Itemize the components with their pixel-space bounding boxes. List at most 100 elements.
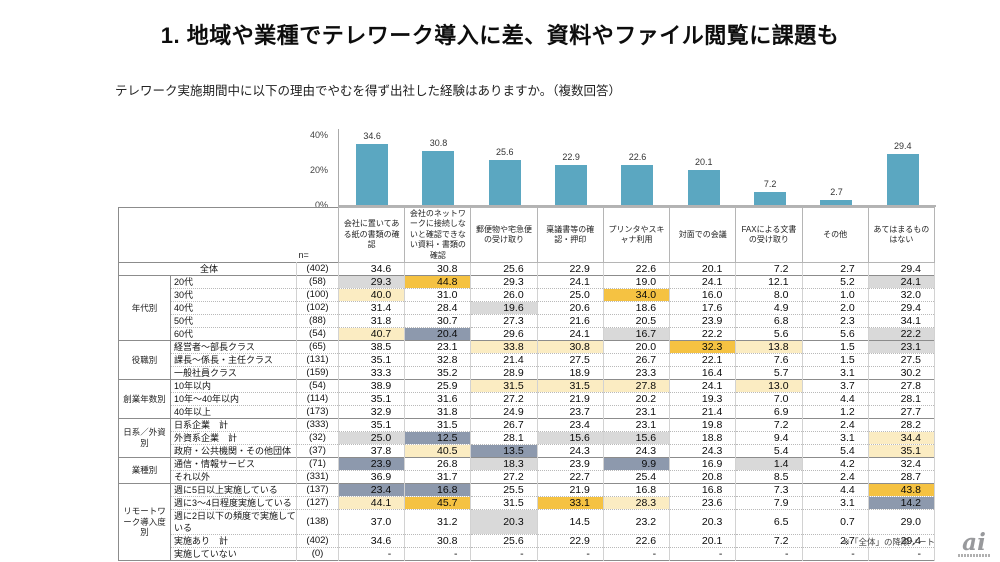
bar-value-label: 34.6 [363, 131, 381, 142]
data-cell: 20.8 [669, 469, 737, 484]
bar [488, 160, 521, 205]
data-cell: 24.3 [536, 443, 604, 458]
data-cell: - [602, 546, 671, 561]
data-cell: 35.1 [337, 417, 406, 432]
data-cell: - [337, 546, 406, 561]
table-row: リモートワーク導入度別 週に5日以上実施している (137) 23.4 16.8 25.5… [118, 482, 936, 561]
y-tick-label: 40% [309, 130, 328, 140]
data-cell: 16.9 [669, 456, 737, 471]
data-cell: 37.8 [337, 443, 406, 458]
bar [356, 144, 389, 205]
bar-value-label: 22.6 [628, 152, 647, 163]
data-cell: 23.9 [337, 456, 406, 471]
data-cell: 22.2 [669, 326, 737, 341]
bar-slot: 2.7 [803, 129, 869, 205]
table-row: 10年〜40年以内 (114) 35.1 31.6 27.2 21.9 20.2 19.3 7.… [119, 391, 936, 406]
table-row: 週に2日以下の頻度で実施している (138) 37.0 31.2 20.3 14.5 23.… [119, 508, 936, 535]
data-cell: 25.0 [536, 287, 604, 302]
data-cell: 23.1 [404, 339, 472, 354]
data-cell: 4.4 [801, 482, 869, 497]
data-cell: 38.5 [337, 339, 406, 354]
data-cell: 22.6 [602, 533, 671, 548]
table-row: 実施あり 計 (402) 34.6 30.8 25.6 22.9 22.6 20.1 7.2 2.… [119, 533, 936, 548]
data-cell: 35.1 [337, 352, 406, 367]
data-cell: 35.2 [404, 365, 472, 380]
row-label: 60代 [170, 326, 297, 341]
data-cell: 20.0 [602, 339, 671, 354]
data-cell: - [735, 546, 803, 561]
n-value: (100) [296, 287, 339, 302]
survey-question: テレワーク実施期間中に以下の理由でやむを得ず出社した経験はありますか。（複数回答… [115, 84, 622, 98]
group-label: 日系／外資別 [118, 417, 171, 458]
column-header: FAXによる文書の受け取り [735, 207, 803, 263]
row-label: 週に3〜4日程度実施している [170, 495, 297, 510]
data-cell: 25.0 [337, 430, 406, 445]
row-label: 週に2日以下の頻度で実施している [170, 508, 297, 535]
data-cell: 23.2 [602, 508, 671, 535]
n-value: (0) [296, 546, 339, 561]
data-cell: 19.3 [669, 391, 737, 406]
bar [555, 164, 588, 205]
n-value: (114) [296, 391, 339, 406]
n-value: (58) [296, 274, 339, 289]
data-cell: 23.1 [602, 417, 671, 432]
row-label: 30代 [170, 287, 297, 302]
n-value: (159) [296, 365, 339, 380]
table-row: 40代 (102) 31.4 28.4 19.6 20.6 18.6 17.6 4.9 2.0 29… [119, 300, 936, 315]
data-cell: 7.0 [735, 391, 803, 406]
data-cell: 16.0 [669, 287, 737, 302]
data-cell: 24.1 [536, 274, 604, 289]
data-cell: 13.5 [470, 443, 538, 458]
n-value: (88) [296, 313, 339, 328]
group-label: 年代別 [118, 274, 171, 341]
bar [820, 200, 853, 205]
table-row: それ以外 (331) 36.9 31.7 27.2 22.7 25.4 20.8 8.5 2.4 2… [119, 469, 936, 484]
n-value: (137) [296, 482, 339, 497]
data-cell: 28.2 [867, 417, 936, 432]
data-cell: 21.9 [536, 391, 604, 406]
n-value: (71) [296, 456, 339, 471]
data-cell: - [536, 546, 604, 561]
data-cell: 43.8 [867, 482, 936, 497]
data-cell: 25.6 [470, 533, 538, 548]
bar-value-label: 30.8 [429, 138, 448, 149]
data-cell: 1.5 [801, 352, 869, 367]
column-header: 会社のネットワークに接続しないと確認できない資料・書類の確認 [404, 207, 472, 263]
data-cell: 23.6 [669, 495, 737, 510]
data-cell: 20.6 [536, 300, 604, 315]
bar-slot: 22.6 [604, 129, 670, 205]
data-cell: 30.8 [404, 261, 472, 276]
data-cell: 20.1 [669, 533, 737, 548]
data-cell: 40.5 [404, 443, 472, 458]
bar-value-label: 7.2 [763, 179, 777, 190]
bar-slot: 30.8 [405, 129, 471, 205]
data-cell: 19.0 [602, 274, 671, 289]
data-cell: 40.0 [337, 287, 406, 302]
data-cell: 32.3 [669, 339, 737, 354]
data-cell: 24.3 [602, 443, 671, 458]
data-cell: 33.8 [470, 339, 538, 354]
row-label: 20代 [170, 274, 297, 289]
data-cell: 31.8 [404, 404, 472, 419]
data-cell: - [669, 546, 737, 561]
n-value: (127) [296, 495, 339, 510]
data-cell: 27.8 [602, 378, 671, 393]
column-header: 対面での会議 [669, 207, 737, 263]
table-row: 30代 (100) 40.0 31.0 26.0 25.0 34.0 16.0 8.0 1.0 32… [119, 287, 936, 302]
asahi-interactive-logo: ai [958, 531, 990, 559]
data-cell: 23.1 [867, 339, 936, 354]
column-header: 稟議書等の確認・押印 [536, 207, 604, 263]
data-cell: 26.0 [470, 287, 538, 302]
data-cell: 31.0 [404, 287, 472, 302]
data-cell: 24.1 [669, 378, 737, 393]
data-cell: 23.1 [602, 404, 671, 419]
page-title: 1. 地域や業種でテレワーク導入に差、資料やファイル閲覧に課題も [160, 23, 840, 48]
data-cell: 21.4 [470, 352, 538, 367]
data-cell: 30.8 [536, 339, 604, 354]
n-value: (333) [296, 417, 339, 432]
data-cell: 23.9 [536, 456, 604, 471]
data-cell: - [801, 546, 869, 561]
data-cell: 27.8 [867, 378, 936, 393]
data-cell: 23.7 [536, 404, 604, 419]
data-cell: 25.6 [470, 261, 538, 276]
